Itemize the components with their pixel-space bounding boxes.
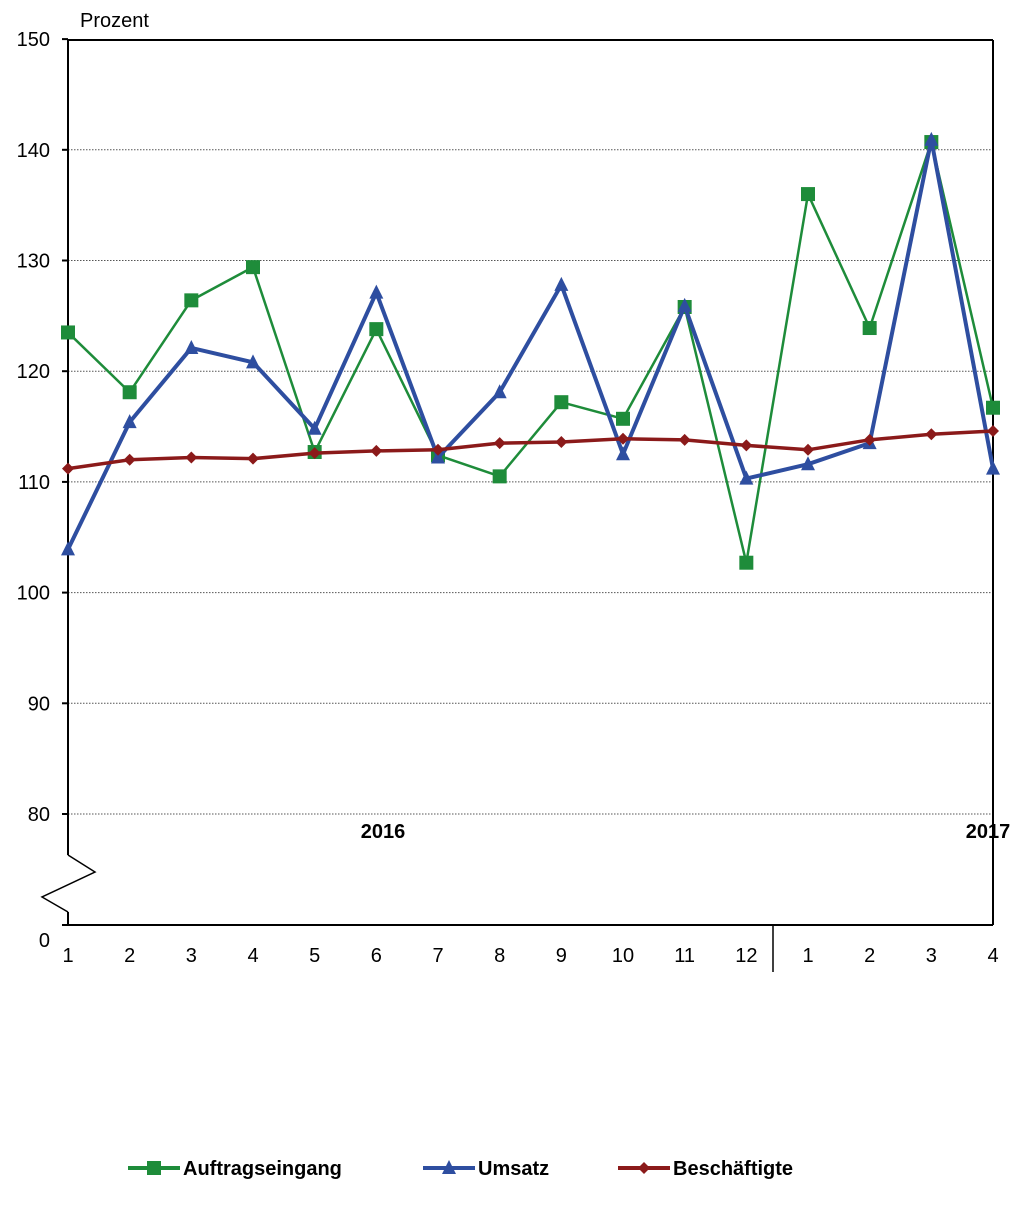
- y-tick-label: 0: [39, 930, 50, 952]
- x-tick-label: 1: [62, 945, 73, 967]
- y-tick-label: 150: [17, 29, 50, 51]
- axis-break-zigzag: [40, 854, 97, 913]
- year-label-2017: 2017: [966, 821, 1011, 843]
- data-point: [432, 443, 444, 456]
- series-group: [61, 131, 1000, 570]
- data-point: [307, 420, 322, 435]
- y-axis-label: Prozent: [80, 10, 149, 32]
- x-tick-label: 7: [432, 945, 443, 967]
- data-point: [616, 446, 630, 461]
- data-point: [739, 470, 754, 485]
- data-point: [493, 437, 506, 450]
- data-point: [61, 541, 75, 556]
- x-tick-labels: 1 2 3 4 5 6 7 8 9 10 11 12 1 2 3 4: [62, 945, 998, 967]
- x-tick-label: 11: [674, 945, 695, 967]
- y-tick-label: 80: [28, 804, 50, 826]
- data-point: [185, 451, 198, 464]
- data-point: [987, 424, 999, 437]
- data-point: [492, 384, 507, 399]
- legend-marker: [638, 1162, 650, 1174]
- y-tick-label: 110: [18, 472, 50, 494]
- data-point: [308, 447, 321, 460]
- data-point: [924, 131, 939, 146]
- axes: [40, 38, 994, 972]
- legend-label: Beschäftigte: [673, 1158, 793, 1180]
- x-tick-label: 12: [735, 945, 757, 967]
- series-line: [66, 137, 995, 551]
- x-tick-label: 3: [186, 945, 197, 967]
- data-point: [862, 321, 877, 336]
- y-tick-label: 140: [17, 140, 50, 162]
- data-point: [247, 452, 259, 465]
- x-tick-label: 5: [309, 945, 320, 967]
- x-tick-label: 1: [802, 945, 813, 967]
- data-point: [246, 354, 260, 369]
- data-point: [369, 284, 384, 299]
- x-tick-label: 4: [247, 945, 258, 967]
- x-tick-label: 9: [556, 945, 567, 967]
- data-point: [554, 276, 569, 291]
- data-point: [62, 462, 74, 475]
- x-tick-label: 2: [124, 945, 135, 967]
- data-point: [617, 432, 629, 445]
- y-tick-label: 90: [28, 693, 50, 715]
- x-tick-label: 2: [864, 945, 875, 967]
- data-point: [431, 449, 445, 464]
- x-tick-label: 8: [494, 945, 505, 967]
- legend-item: Auftragseingang: [128, 1158, 342, 1180]
- year-label-2016: 2016: [361, 821, 406, 843]
- data-point: [122, 385, 137, 400]
- data-point: [122, 414, 137, 429]
- y-tick-labels: 0 80 90 100 110 120 130 140 150: [17, 29, 50, 952]
- data-point: [739, 555, 754, 570]
- data-point: [123, 453, 136, 466]
- series-beschäftigte: [62, 424, 999, 475]
- data-point: [184, 293, 199, 308]
- legend-label: Umsatz: [478, 1158, 549, 1180]
- data-point: [677, 297, 692, 312]
- data-point: [801, 456, 815, 471]
- x-tick-label: 3: [926, 945, 937, 967]
- data-point: [986, 460, 1000, 475]
- y-tick-label: 100: [17, 583, 50, 605]
- data-point: [740, 439, 753, 452]
- data-point: [61, 325, 75, 340]
- data-point: [184, 339, 199, 354]
- legend: Auftragseingang Umsatz Beschäftigte: [128, 1158, 793, 1180]
- x-tick-label: 4: [987, 945, 998, 967]
- data-point: [678, 433, 691, 446]
- data-point: [802, 443, 814, 456]
- y-tick-label: 120: [17, 361, 50, 383]
- data-point: [246, 260, 260, 275]
- legend-marker: [442, 1160, 456, 1174]
- y-tick-label: 130: [17, 251, 50, 273]
- series-line: [67, 140, 995, 564]
- data-point: [555, 436, 568, 449]
- x-tick-label: 6: [371, 945, 382, 967]
- data-point: [492, 469, 507, 484]
- gridlines: [68, 149, 993, 815]
- data-point: [925, 428, 938, 441]
- data-point: [986, 400, 1000, 415]
- data-point: [369, 322, 384, 337]
- legend-marker: [147, 1161, 161, 1175]
- data-point: [554, 395, 569, 410]
- data-point: [863, 433, 876, 446]
- legend-item: Umsatz: [423, 1158, 549, 1180]
- series-umsatz: [61, 131, 1000, 556]
- x-tick-label: 10: [612, 945, 634, 967]
- data-point: [616, 411, 630, 426]
- data-point: [370, 444, 383, 457]
- series-line: [67, 429, 994, 471]
- legend-item: Beschäftigte: [618, 1158, 793, 1180]
- legend-label: Auftragseingang: [183, 1158, 342, 1180]
- data-point: [801, 187, 815, 202]
